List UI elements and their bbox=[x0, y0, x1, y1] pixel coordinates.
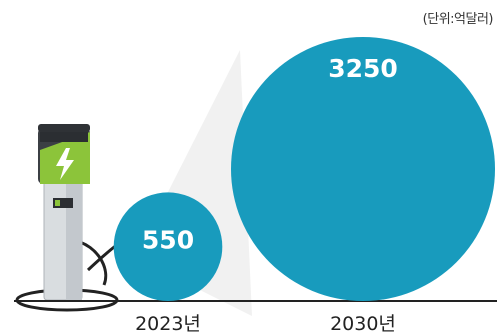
unit-note: (단위:억달러) bbox=[422, 12, 494, 27]
bubble-value-label-0: 550 bbox=[142, 226, 194, 255]
category-label-1: 2030년 bbox=[330, 313, 396, 335]
bubble-value-label-1: 3250 bbox=[328, 54, 398, 83]
charger-screen bbox=[53, 198, 73, 208]
bubble-0 bbox=[113, 192, 223, 301]
bubble-1 bbox=[231, 37, 495, 301]
lightning-bolt-icon bbox=[56, 148, 74, 180]
category-label-0: 2023년 bbox=[135, 313, 201, 335]
